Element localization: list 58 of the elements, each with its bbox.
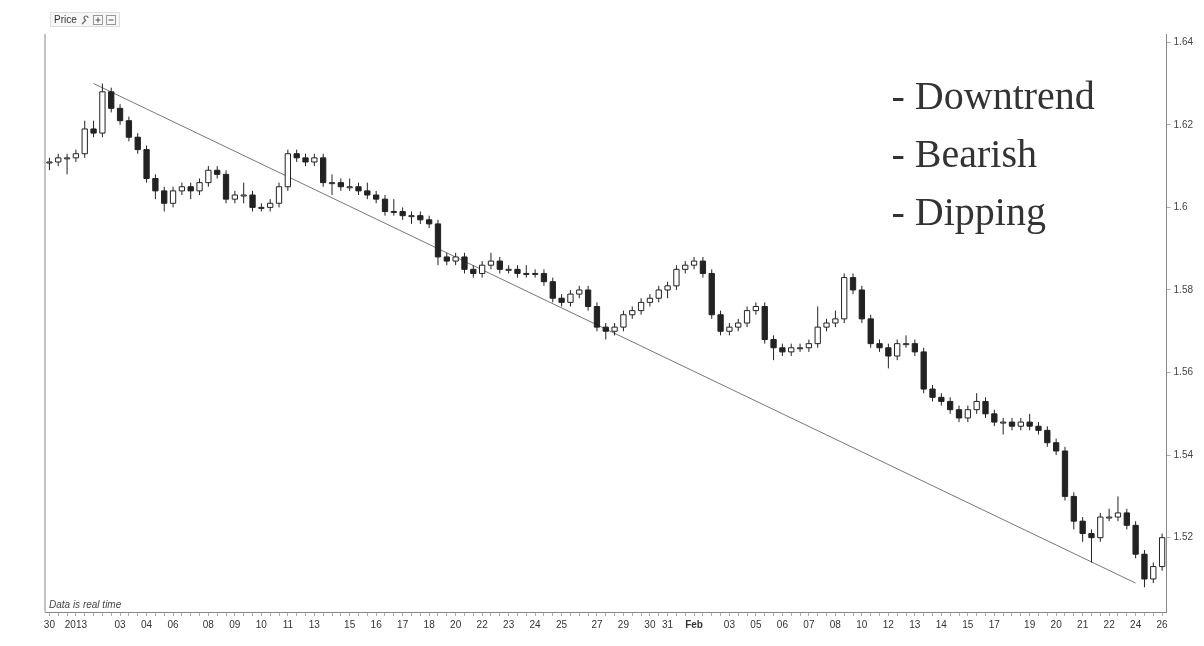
annotation: - Bearish: [891, 131, 1038, 176]
x-tick-label: 03: [723, 618, 736, 630]
y-tick-label: 1.52: [1173, 531, 1194, 543]
x-tick-label: 11: [282, 618, 294, 630]
x-tick-label: 07: [803, 618, 815, 630]
annotation: - Dipping: [891, 189, 1046, 234]
x-tick-label: 24: [529, 618, 542, 630]
x-tick-label: 25: [556, 618, 568, 630]
x-tick-label: 27: [591, 618, 603, 630]
x-tick-label: Feb: [685, 618, 703, 630]
x-tick-label: 17: [397, 618, 409, 630]
x-tick-label: 20: [450, 618, 462, 630]
x-tick-label: 20: [1050, 618, 1063, 630]
x-tick-label: 29: [617, 618, 630, 630]
x-tick-label: 03: [114, 618, 127, 630]
x-tick-label: 08: [202, 618, 215, 630]
x-tick-label: 31: [662, 618, 674, 630]
x-tick-label: 09: [229, 618, 241, 630]
x-tick-label: 15: [344, 618, 356, 630]
x-tick-label: 13: [909, 618, 921, 630]
x-tick-label: 12: [882, 618, 895, 630]
x-tick-label: 13: [308, 618, 321, 630]
candlestick: [717, 310, 724, 336]
y-tick-label: 1.62: [1173, 118, 1194, 130]
x-tick-label: 24: [1130, 618, 1142, 630]
x-tick-label: 19: [1024, 618, 1036, 630]
y-tick-label: 1.6: [1173, 201, 1188, 213]
x-tick-label: 10: [856, 618, 868, 630]
x-tick-label: 23: [503, 618, 515, 630]
y-tick-label: 1.64: [1173, 36, 1194, 48]
x-tick-label: 05: [750, 618, 762, 630]
x-tick-label: 21: [1077, 618, 1089, 630]
x-tick-label: 14: [935, 618, 948, 630]
y-tick-label: 1.58: [1173, 283, 1194, 295]
chart-title: Price: [54, 14, 77, 25]
x-tick-label: 15: [962, 618, 974, 630]
x-tick-label: 08: [829, 618, 842, 630]
candlestick: [620, 310, 627, 332]
candlestick: [99, 83, 106, 138]
candlestick: [461, 252, 468, 274]
x-tick-label: 16: [370, 618, 383, 630]
x-tick-label: 10: [255, 618, 268, 630]
y-tick-label: 1.54: [1173, 448, 1194, 460]
annotation: Data is real time: [49, 598, 122, 610]
x-tick-label: 22: [1103, 618, 1116, 630]
x-tick-label: 22: [476, 618, 489, 630]
x-tick-label: 2013: [64, 618, 88, 630]
annotation: - Downtrend: [891, 73, 1095, 118]
x-tick-label: 06: [167, 618, 180, 630]
x-tick-label: 26: [1156, 618, 1169, 630]
x-tick-label: 30: [43, 618, 56, 630]
x-tick-label: 30: [644, 618, 656, 630]
x-tick-label: 18: [423, 618, 436, 630]
x-tick-label: 17: [988, 618, 1001, 630]
candlestick: [143, 144, 150, 184]
y-tick-label: 1.56: [1173, 366, 1194, 378]
x-tick-label: 06: [776, 618, 789, 630]
x-tick-label: 04: [140, 618, 153, 630]
